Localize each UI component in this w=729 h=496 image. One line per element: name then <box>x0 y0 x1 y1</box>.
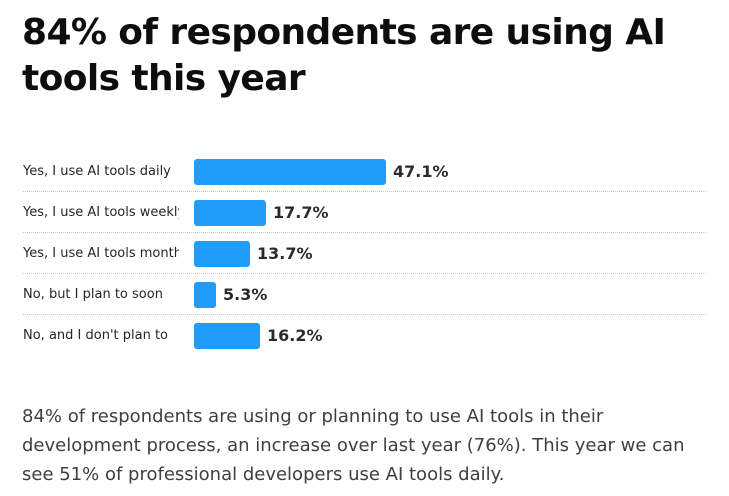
chart-row: Yes, I use AI tools daily 47.1% <box>0 152 729 192</box>
chart-row: No, but I plan to soon 5.3% <box>0 275 729 315</box>
data-label: 47.1% <box>393 162 449 181</box>
bar-chart: Yes, I use AI tools daily 47.1% Yes, I use… <box>0 152 729 362</box>
chart-row: No, and I don't plan to 16.2% <box>0 316 729 356</box>
chart-row: Yes, I use AI tools monthly or infrequen… <box>0 234 729 274</box>
chart-headline: 84% of respondents are using AI tools th… <box>22 12 666 99</box>
data-label: 17.7% <box>273 203 329 222</box>
bar <box>194 323 260 349</box>
bar <box>194 282 216 308</box>
chart-caption: 84% of respondents are using or planning… <box>22 406 685 485</box>
data-label: 5.3% <box>223 285 268 304</box>
row-divider <box>23 232 706 233</box>
category-label: No, and I don't plan to <box>23 328 168 343</box>
row-divider <box>23 191 706 192</box>
chart-row: Yes, I use AI tools weekly 17.7% <box>0 193 729 233</box>
data-label: 13.7% <box>257 244 313 263</box>
category-label: Yes, I use AI tools weekly <box>23 205 179 220</box>
bar <box>194 200 266 226</box>
bar <box>194 159 386 185</box>
row-divider <box>23 314 706 315</box>
category-label: No, but I plan to soon <box>23 287 163 302</box>
category-label: Yes, I use AI tools monthly or infrequen… <box>23 246 179 261</box>
category-label: Yes, I use AI tools daily <box>23 164 171 179</box>
row-divider <box>23 273 706 274</box>
bar <box>194 241 250 267</box>
data-label: 16.2% <box>267 326 323 345</box>
